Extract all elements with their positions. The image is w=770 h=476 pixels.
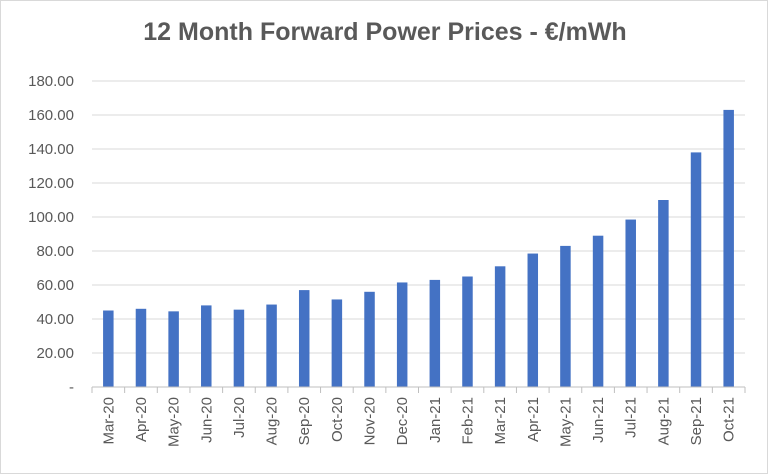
y-tick-label: 180.00 — [28, 73, 74, 90]
bars — [103, 109, 734, 388]
bar-apr-20 — [135, 308, 147, 387]
bar-jul-20 — [233, 309, 245, 387]
bar-mar-20 — [103, 310, 114, 387]
x-tick-label: Apr-21 — [525, 397, 542, 442]
x-tick-label: Jun-20 — [198, 397, 215, 443]
bar-apr-21 — [527, 253, 539, 387]
bar-oct-20 — [331, 299, 343, 387]
bar-aug-21 — [658, 200, 669, 387]
y-tick-label: 160.00 — [28, 107, 74, 124]
y-axis-tick-labels: - 20.00 40.00 60.00 80.00 100.00 120.00 140.00 1… — [28, 73, 74, 396]
x-tick-label: Oct-21 — [721, 397, 738, 442]
bar-sep-21 — [690, 152, 702, 387]
chart-title: 12 Month Forward Power Prices - €/mWh — [143, 18, 627, 46]
y-tick-label: 40.00 — [36, 311, 74, 328]
bar-jul-21 — [625, 219, 636, 387]
bar-jan-21 — [429, 279, 441, 387]
x-tick-label: Apr-20 — [133, 397, 150, 442]
x-tick-label: Jan-21 — [427, 397, 444, 443]
y-tick-label: 140.00 — [28, 141, 74, 158]
bar-may-21 — [560, 245, 571, 387]
y-tick-label: 60.00 — [36, 277, 74, 294]
bar-may-20 — [168, 311, 179, 387]
x-tick-label: Mar-20 — [100, 397, 117, 445]
x-tick-label: Nov-20 — [362, 397, 379, 445]
bar-mar-21 — [494, 266, 506, 387]
x-tick-label: May-21 — [557, 397, 574, 447]
x-tick-label: Feb-21 — [459, 397, 476, 445]
x-axis-tick-labels: Mar-20 Apr-20 May-20 Jun-20 Jul-20 Aug-20 Sep-… — [100, 397, 737, 447]
x-tick-label: Dec-20 — [394, 397, 411, 445]
y-tick-label: 20.00 — [36, 345, 74, 362]
bar-sep-20 — [298, 290, 310, 387]
x-tick-label: May-20 — [166, 397, 183, 447]
x-axis — [91, 386, 746, 393]
bar-jun-20 — [201, 305, 212, 387]
bar-aug-20 — [266, 304, 277, 387]
gridlines — [92, 80, 745, 354]
y-tick-label: 80.00 — [36, 243, 74, 260]
bar-jun-21 — [592, 235, 604, 387]
x-tick-label: Sep-21 — [688, 397, 705, 445]
bar-feb-21 — [462, 276, 473, 387]
bar-dec-20 — [396, 282, 408, 387]
bar-oct-21 — [723, 109, 734, 388]
x-tick-label: Jul-20 — [231, 397, 248, 438]
y-tick-label: 120.00 — [28, 175, 74, 192]
x-tick-label: Sep-20 — [296, 397, 313, 445]
x-tick-label: Oct-20 — [329, 397, 346, 442]
bar-nov-20 — [364, 291, 375, 387]
x-tick-label: Mar-21 — [492, 397, 509, 445]
x-tick-label: Jun-21 — [590, 397, 607, 443]
x-tick-label: Aug-20 — [264, 397, 281, 445]
y-tick-label: - — [69, 379, 74, 396]
y-tick-label: 100.00 — [28, 209, 74, 226]
x-tick-label: Aug-21 — [655, 397, 672, 445]
x-tick-label: Jul-21 — [623, 397, 640, 438]
